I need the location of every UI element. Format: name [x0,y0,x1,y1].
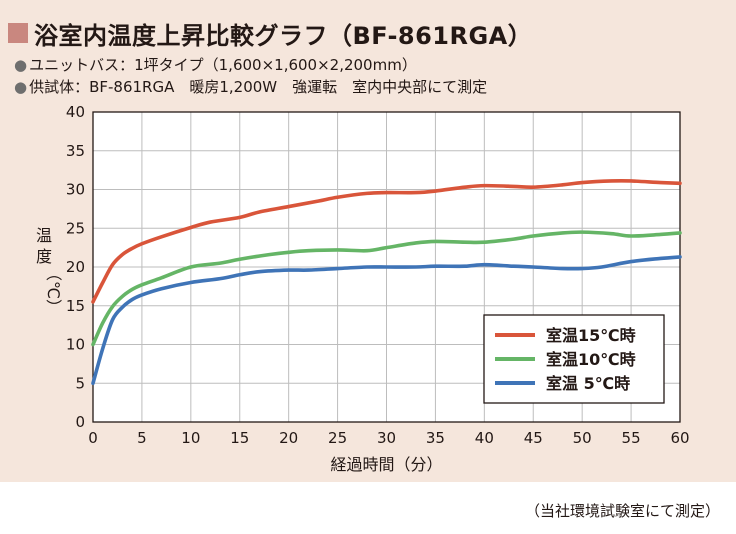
x-tick-label: 10 [181,429,200,447]
footnote: （当社環境試験室にて測定） [524,502,720,520]
y-tick-label: 25 [66,219,85,237]
x-tick-label: 45 [524,429,543,447]
plot-frame [92,111,681,423]
y-tick-label: 10 [66,336,85,354]
note-text-2: 供試体：BF-861RGA 暖房1,200W 強運転 室内中央部にて測定 [29,78,488,96]
y-axis-title-unit: （℃） [44,265,63,315]
title-row: 浴室内温度上昇比較グラフ（BF-861RGA） [8,18,533,50]
x-tick-label: 50 [573,429,592,447]
y-tick-label: 0 [75,413,85,431]
x-tick-label: 0 [88,429,98,447]
x-tick-label: 60 [670,429,689,447]
y-tick-label: 5 [75,374,85,392]
series-line-5c [91,255,682,386]
x-tick-label: 40 [475,429,494,447]
y-tick-label: 40 [66,103,85,121]
y-axis-title-char: 温 [36,226,52,245]
y-tick-label: 30 [66,181,85,199]
legend-item-10c: 室温10℃時 [546,350,636,369]
legend-item-15c: 室温15℃時 [546,326,636,345]
y-axis-title: 温度（℃） [36,226,63,315]
y-tick-label: 20 [66,258,85,276]
x-tick-label: 20 [279,429,298,447]
x-tick-label: 35 [426,429,445,447]
page-title: 浴室内温度上昇比較グラフ（BF-861RGA） [34,21,533,50]
y-axis-title-char: 度 [36,247,52,266]
test-condition-note-1: ● ユニットバス：1坪タイプ（1,600×1,600×2,200mm） [14,54,417,75]
legend-item-5c: 室温 5℃時 [546,374,630,393]
y-tick-label: 35 [66,142,85,160]
x-tick-label: 30 [377,429,396,447]
test-condition-note-2: ● 供試体：BF-861RGA 暖房1,200W 強運転 室内中央部にて測定 [14,76,487,97]
series-line-15c [91,178,682,304]
bullet-icon: ● [14,56,28,74]
y-tick-label: 15 [66,297,85,315]
x-axis-title: 経過時間（分） [330,455,442,474]
x-tick-label: 25 [328,429,347,447]
bullet-icon: ● [14,78,28,96]
series-lines [91,178,682,386]
title-square-icon [8,23,28,43]
note-text-1: ユニットバス：1坪タイプ（1,600×1,600×2,200mm） [29,56,417,74]
x-tick-label: 55 [622,429,641,447]
line-chart: 0 5 10 15 20 25 30 35 40 0 5 10 15 20 25 30 35 40 45 50 55 60… [36,103,690,474]
x-tick-label: 15 [230,429,249,447]
series-line-10c [91,230,682,347]
x-tick-label: 5 [137,429,147,447]
axes: 0 5 10 15 20 25 30 35 40 0 5 10 15 20 25 30 35 40 45 50 55 60 [66,103,690,447]
